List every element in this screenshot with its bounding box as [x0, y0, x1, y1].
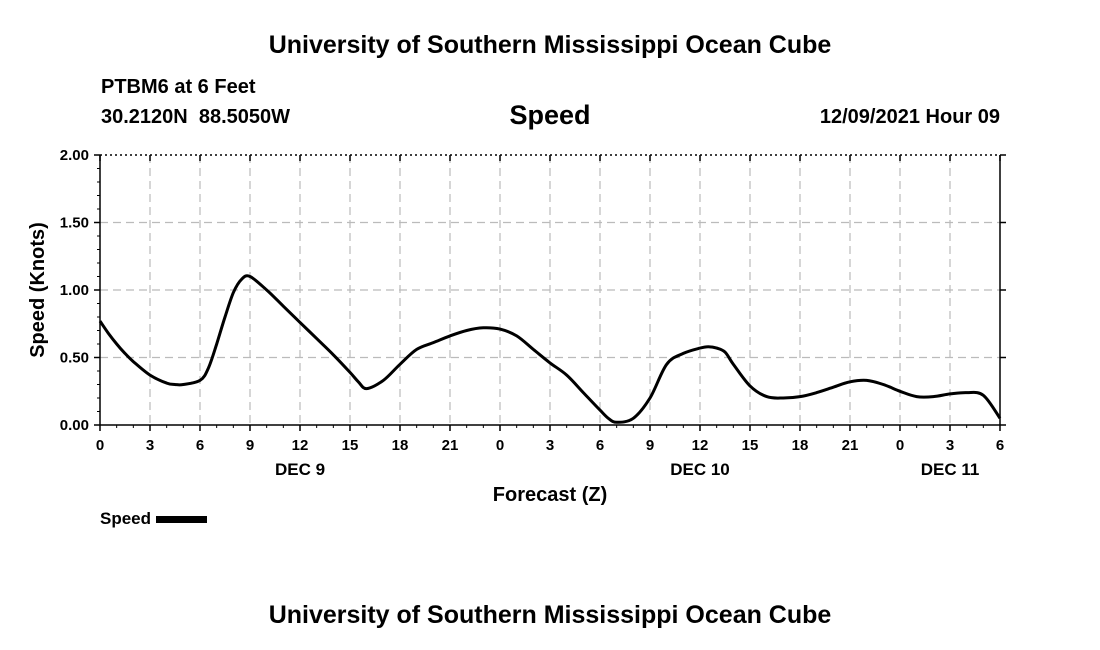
x-tick-label: 6 [196, 437, 204, 454]
x-tick-label: 18 [392, 437, 409, 454]
issued-time: 12/09/2021 Hour 09 [819, 106, 1000, 128]
series-layer [98, 274, 1002, 424]
x-tick-label: 0 [896, 437, 904, 454]
x-tick-label: 6 [596, 437, 604, 454]
chart-title-top: University of Southern Mississippi Ocean… [268, 31, 832, 59]
y-tick-label: 2.00 [60, 147, 89, 164]
x-tick-label: 3 [146, 437, 154, 454]
y-tick-label: 0.50 [60, 350, 89, 367]
legend-label: Speed [100, 509, 152, 528]
x-tick-label: 12 [292, 437, 309, 454]
axis-labels: 0 3 6 9 12 15 18 21 0 3 6 9 12 15 18 21 0 3 6 DEC 9 DEC 10 DE… [27, 147, 1004, 506]
x-tick-label: 15 [742, 437, 759, 454]
grid-lines [100, 155, 1000, 425]
axis-ticks [94, 154, 1006, 431]
chart-title-bottom: University of Southern Mississippi Ocean… [268, 601, 832, 629]
x-tick-label: 9 [646, 437, 654, 454]
date-label: DEC 9 [275, 460, 325, 479]
y-tick-label: 1.50 [60, 215, 89, 232]
x-tick-label: 9 [246, 437, 254, 454]
parameter-title: Speed [509, 100, 591, 130]
station-label: PTBM6 at 6 Feet [101, 76, 256, 98]
x-tick-label: 21 [442, 437, 459, 454]
x-tick-label: 6 [996, 437, 1004, 454]
date-label: DEC 11 [921, 460, 980, 479]
x-tick-label: 0 [96, 437, 104, 454]
x-tick-label: 21 [842, 437, 859, 454]
x-tick-label: 15 [342, 437, 359, 454]
y-tick-label: 1.00 [60, 282, 89, 299]
x-axis-title: Forecast (Z) [493, 484, 607, 506]
x-tick-label: 18 [792, 437, 809, 454]
series-line-speed [98, 274, 1002, 424]
legend-swatch [156, 515, 208, 523]
x-tick-label: 12 [692, 437, 709, 454]
x-tick-label: 3 [946, 437, 954, 454]
y-tick-label: 0.00 [60, 417, 89, 434]
x-tick-label: 0 [496, 437, 504, 454]
station-coordinates: 30.2120N 88.5050W [101, 106, 291, 128]
x-tick-label: 3 [546, 437, 554, 454]
date-label: DEC 10 [670, 460, 730, 479]
legend: Speed [100, 509, 208, 529]
y-axis-title: Speed (Knots) [27, 222, 49, 358]
